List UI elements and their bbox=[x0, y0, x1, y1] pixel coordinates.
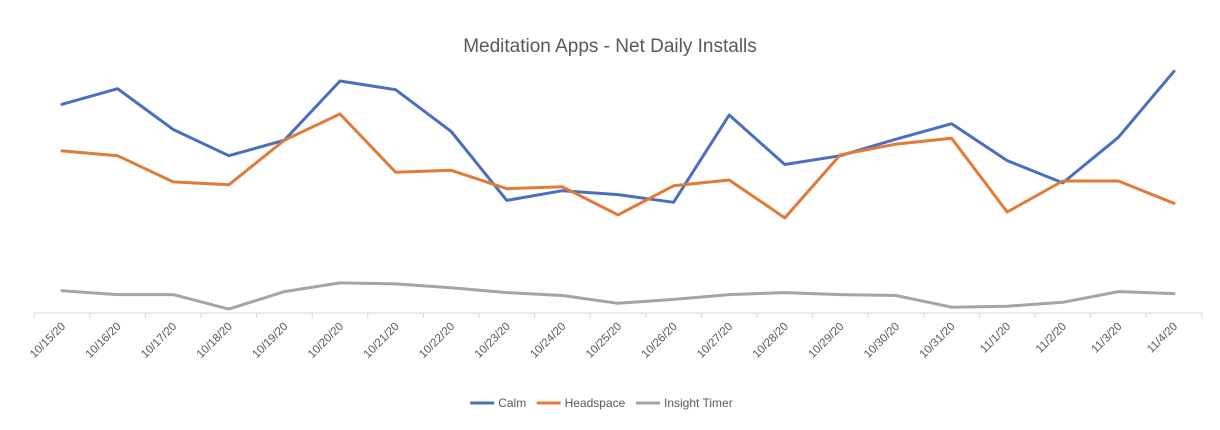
x-tick-label: 10/20/20 bbox=[306, 321, 346, 361]
x-tick-label: 10/18/20 bbox=[195, 321, 235, 361]
legend-label: Insight Timer bbox=[664, 396, 733, 410]
x-tick-label: 11/4/20 bbox=[1145, 321, 1180, 356]
x-axis bbox=[33, 312, 1203, 318]
x-tick-label: 10/22/20 bbox=[417, 321, 457, 361]
x-tick-label: 10/25/20 bbox=[584, 321, 624, 361]
x-tick-label: 10/23/20 bbox=[473, 321, 513, 361]
x-tick-label: 10/30/20 bbox=[862, 321, 902, 361]
x-tick-label: 10/15/20 bbox=[28, 321, 68, 361]
x-tick-label: 10/24/20 bbox=[528, 321, 568, 361]
x-tick-label: 10/16/20 bbox=[84, 321, 124, 361]
legend-label: Calm bbox=[498, 396, 526, 410]
x-tick-label: 10/19/20 bbox=[250, 321, 290, 361]
x-tick-label: 10/21/20 bbox=[362, 321, 402, 361]
legend-label: Headspace bbox=[565, 396, 626, 410]
chart-title: Meditation Apps - Net Daily Installs bbox=[463, 36, 757, 57]
legend: Calm Headspace Insight Timer bbox=[470, 396, 733, 410]
x-tick-label: 10/27/20 bbox=[695, 321, 735, 361]
x-tick-labels: 10/15/20 10/16/20 10/17/20 10/18/20 10/19/20… bbox=[28, 321, 1180, 361]
series-line-calm bbox=[60, 69, 1176, 204]
legend-item-calm: Calm bbox=[470, 396, 526, 410]
x-tick-label: 10/26/20 bbox=[640, 321, 680, 361]
x-tick-label: 11/3/20 bbox=[1090, 321, 1125, 356]
series-line-insight-timer bbox=[60, 281, 1176, 311]
legend-item-insight-timer: Insight Timer bbox=[636, 396, 733, 410]
series-lines bbox=[60, 69, 1176, 311]
x-tick-label: 11/2/20 bbox=[1034, 321, 1069, 356]
x-tick-label: 10/17/20 bbox=[139, 321, 179, 361]
x-tick-label: 10/29/20 bbox=[806, 321, 846, 361]
legend-item-headspace: Headspace bbox=[536, 396, 626, 410]
x-tick-label: 11/1/20 bbox=[978, 321, 1013, 356]
x-tick-label: 10/31/20 bbox=[918, 321, 958, 361]
x-tick-label: 10/28/20 bbox=[751, 321, 791, 361]
series-line-headspace bbox=[60, 112, 1176, 220]
